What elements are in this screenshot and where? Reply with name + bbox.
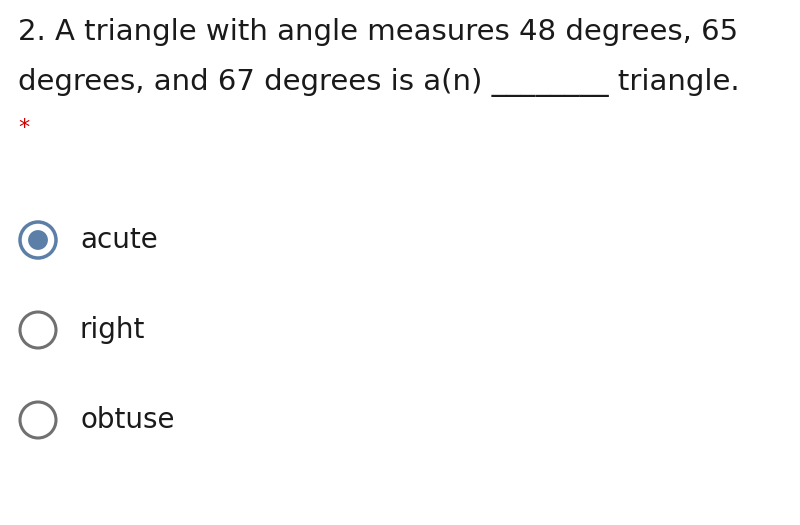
Text: degrees, and 67 degrees is a(n) ________ triangle.: degrees, and 67 degrees is a(n) ________… (18, 68, 740, 97)
Ellipse shape (28, 230, 48, 250)
Text: *: * (18, 118, 30, 138)
Text: 2. A triangle with angle measures 48 degrees, 65: 2. A triangle with angle measures 48 deg… (18, 18, 738, 46)
Text: acute: acute (80, 226, 158, 254)
Text: right: right (80, 316, 146, 344)
Ellipse shape (20, 402, 56, 438)
Text: obtuse: obtuse (80, 406, 174, 434)
Ellipse shape (20, 312, 56, 348)
Ellipse shape (20, 222, 56, 258)
